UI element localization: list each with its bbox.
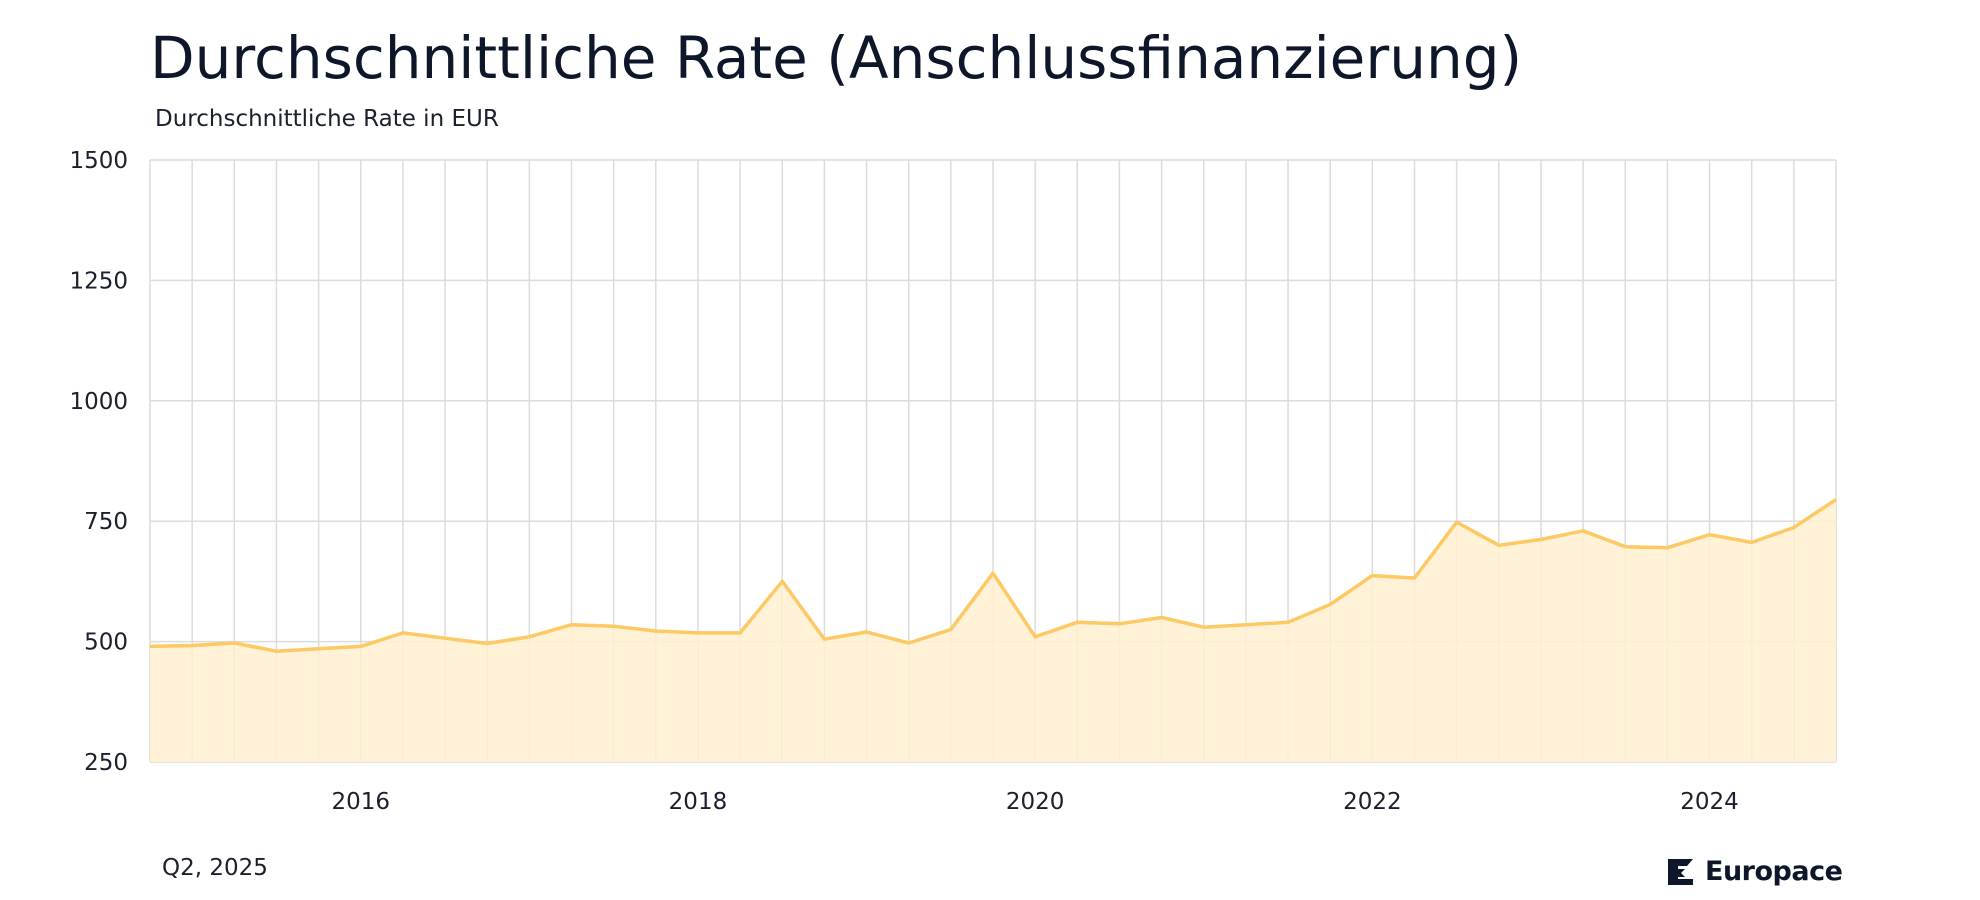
y-tick-label: 500 (84, 630, 128, 656)
x-tick-label: 2022 (1343, 789, 1402, 815)
footer-date: Q2, 2025 (162, 855, 268, 881)
x-tick-label: 2016 (331, 789, 390, 815)
europace-logo-icon (1668, 858, 1693, 885)
area-series (149, 498, 1837, 762)
y-tick-label: 750 (84, 509, 128, 535)
y-tick-label: 1500 (69, 148, 128, 174)
y-tick-label: 1250 (69, 268, 128, 294)
y-tick-label: 250 (84, 750, 128, 776)
series-line (149, 498, 1837, 653)
chart-title: Durchschnittliche Rate (Anschlussfinanzi… (150, 24, 1523, 92)
x-tick-label: 2018 (669, 789, 728, 815)
x-tick-label: 2024 (1680, 789, 1739, 815)
axis-labels: 250 500 750 1000 1250 1500 2016 2018 2020 2022 202… (69, 148, 1738, 815)
area-fill (150, 499, 1836, 762)
brand: Europace (1668, 856, 1843, 887)
x-tick-label: 2020 (1006, 789, 1065, 815)
brand-name: Europace (1705, 856, 1843, 887)
y-tick-label: 1000 (69, 389, 128, 415)
chart-subtitle: Durchschnittliche Rate in EUR (155, 106, 499, 132)
